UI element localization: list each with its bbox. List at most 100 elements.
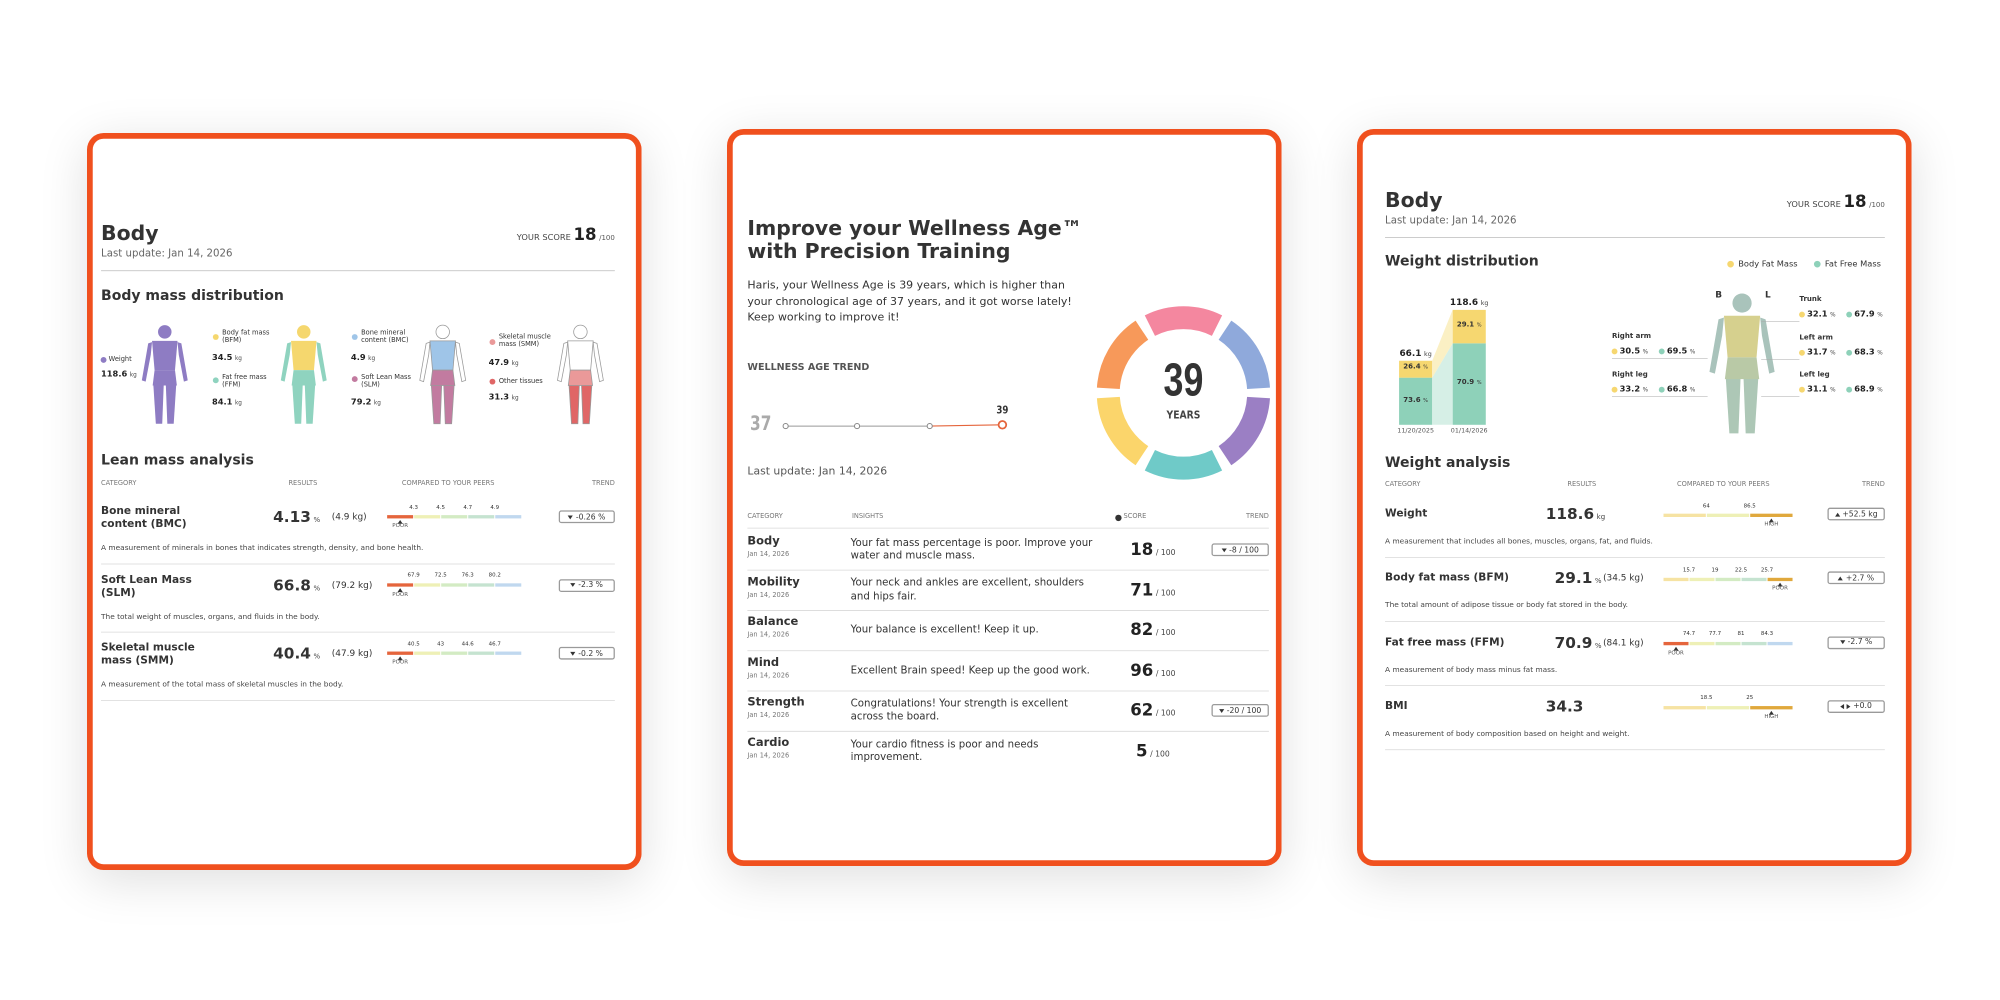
- bar-value-label: 73.6%: [1399, 396, 1432, 404]
- peer-tick-label: 74.7: [1682, 631, 1695, 638]
- last-update: Last update: Jan 14, 2026: [747, 465, 887, 479]
- value: 67.9: [1853, 308, 1875, 319]
- value: 29.1: [1456, 321, 1474, 329]
- peer-segment: [1663, 705, 1706, 710]
- page-title: Improve your Wellness Age™: [747, 215, 1082, 240]
- rating-label: POOR: [391, 590, 408, 598]
- mass-value: 118.6 kg: [101, 368, 137, 378]
- peer-tick-label: 25.7: [1760, 567, 1773, 574]
- panel-graphics: [100, 269, 615, 701]
- unit: kg: [234, 355, 242, 363]
- peer-tick-label: 84.3: [1760, 631, 1773, 638]
- peer-segment: [1663, 641, 1689, 646]
- trend-badge: +0.0: [1827, 699, 1885, 713]
- result-value: 29.1: [1554, 569, 1592, 587]
- mass-value: 79.2 kg: [351, 397, 381, 407]
- column-header: SCORE: [1123, 512, 1147, 521]
- peer-segment: [413, 582, 440, 587]
- mass-value: 34.5 kg: [212, 352, 242, 362]
- figure-leg: [443, 383, 455, 424]
- score: YOUR SCORE 18/100: [469, 226, 614, 245]
- peer-segment: [467, 651, 494, 655]
- mass-label: Bone mineral content (BMC): [360, 328, 409, 345]
- donut-segment: [1218, 320, 1270, 390]
- rating-marker: [397, 519, 403, 524]
- mass-label: Fat free mass (FFM): [221, 373, 267, 389]
- legend-dot: [351, 333, 358, 340]
- bar-connector: [1431, 309, 1453, 378]
- score: 62/ 100: [1119, 702, 1185, 721]
- legend-dot: [1115, 514, 1122, 521]
- peer-segment: [1689, 641, 1715, 646]
- score-value: 5: [1135, 742, 1148, 762]
- legend-dot: [1845, 386, 1852, 393]
- legend-dot: [1845, 311, 1852, 318]
- legend-dot: [489, 338, 496, 345]
- figure-leg: [568, 383, 580, 424]
- figure-head: [572, 324, 588, 339]
- row-name: Strength: [747, 696, 805, 710]
- unit: %: [1476, 321, 1482, 328]
- row-date: Jan 14, 2026: [747, 591, 789, 599]
- column-header: TREND: [1861, 480, 1885, 489]
- figure-leg: [430, 383, 442, 424]
- rating-label: HIGH: [1763, 713, 1779, 721]
- intro: Haris, your Wellness Age is 39 years, wh…: [747, 279, 1072, 324]
- trend-value: -8 / 100: [1228, 545, 1259, 555]
- trend-line: [929, 424, 1003, 427]
- value: 31.3: [488, 391, 509, 402]
- unit: kg: [367, 355, 375, 363]
- figure-hips: [291, 369, 316, 386]
- trend-arrow: [570, 582, 576, 587]
- figure-arm: [1709, 317, 1724, 374]
- value: 70.9: [1456, 378, 1474, 387]
- score: 71/ 100: [1119, 581, 1185, 600]
- rating-marker: [397, 587, 403, 592]
- row-insight: Your fat mass percentage is poor. Improv…: [850, 536, 1093, 562]
- row-date: Jan 14, 2026: [747, 671, 789, 680]
- score-max: /100: [598, 234, 615, 243]
- trend-value: +0.0: [1852, 701, 1872, 711]
- peer-segment: [386, 582, 413, 587]
- score-value: 18: [1843, 192, 1867, 212]
- figure-hips: [567, 369, 593, 386]
- wellness-age-unit: YEARS: [1166, 409, 1201, 423]
- row-date: Jan 14, 2026: [747, 631, 789, 640]
- unit: kg: [1423, 350, 1432, 358]
- score-value: 82: [1130, 621, 1154, 641]
- donut-segment: [1096, 396, 1149, 466]
- value: 4.9: [350, 351, 366, 363]
- score: 18/ 100: [1119, 541, 1185, 560]
- figure-arm: [419, 341, 431, 382]
- value: 69.5: [1666, 345, 1687, 356]
- row-description: A measurement of body composition based …: [1384, 730, 1630, 739]
- bar-value-label: 29.1%: [1452, 321, 1485, 329]
- score-max: / 100: [1155, 628, 1176, 638]
- column-header: CATEGORY: [1384, 480, 1421, 489]
- legend-dot: [1611, 386, 1618, 393]
- column-header: TREND: [591, 479, 615, 488]
- trend-badge: -8 / 100: [1211, 543, 1269, 556]
- peer-segment: [1749, 705, 1793, 710]
- part-label: Right arm: [1611, 332, 1651, 341]
- unit: %: [1829, 350, 1836, 358]
- column-header: INSIGHTS: [851, 512, 884, 521]
- unit: %: [1689, 349, 1695, 356]
- peer-tick-label: 67.9: [407, 572, 420, 579]
- row-insight: Congratulations! Your strength is excell…: [850, 697, 1068, 723]
- peer-tick-label: 86.5: [1743, 503, 1756, 510]
- mass-value: 31.3 kg: [488, 391, 518, 401]
- rating-label: HIGH: [1763, 521, 1779, 528]
- unit: kg: [129, 372, 137, 379]
- row-insight: Excellent Brain speed! Keep up the good …: [850, 663, 1090, 676]
- trend-start: 37: [749, 411, 772, 435]
- bar-date: 01/14/2026: [1450, 427, 1488, 435]
- value: 68.9: [1853, 383, 1875, 394]
- peer-tick-label: 46.7: [488, 640, 501, 648]
- value: 47.9: [488, 356, 509, 368]
- result-mass: (84.1 kg): [1602, 637, 1644, 648]
- score-value: 18: [573, 225, 597, 245]
- legend-dot: [100, 356, 107, 363]
- part-value: 32.1%: [1807, 309, 1835, 319]
